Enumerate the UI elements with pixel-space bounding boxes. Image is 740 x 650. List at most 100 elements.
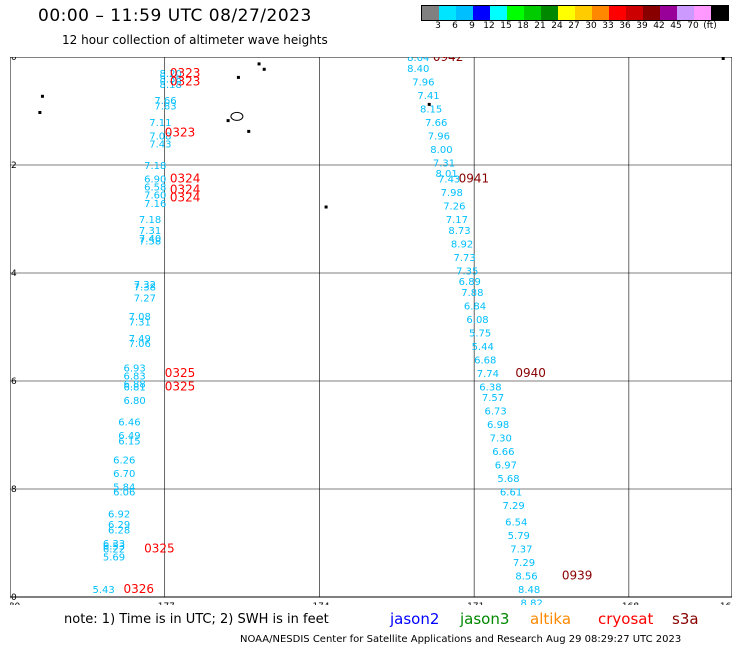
pass-time-label: 0324 xyxy=(170,172,201,186)
island-outline xyxy=(236,75,240,79)
swh-value: 7.35 xyxy=(456,266,478,277)
swh-value: 7.37 xyxy=(510,544,532,555)
color-scale-tick: 6 xyxy=(452,21,458,31)
swh-value: 6.83 xyxy=(123,372,145,383)
swh-value: 6.53 xyxy=(103,542,125,553)
color-scale-tick: 30 xyxy=(585,21,597,31)
lat-tick-label: -26 xyxy=(10,377,17,387)
pass-time-label: 0323 xyxy=(170,66,201,80)
swh-value: 7.83 xyxy=(154,102,176,113)
swh-value: 6.84 xyxy=(464,301,486,312)
swh-value: 7.58 xyxy=(139,237,161,248)
satellite-legend-item: altika xyxy=(530,610,572,628)
pass-time-label: 0325 xyxy=(165,379,196,393)
pass-time-label: 0942 xyxy=(433,57,464,64)
swh-value: 7.43 xyxy=(149,139,171,150)
color-scale-tick: 33 xyxy=(602,21,614,31)
swh-value: 7.38 xyxy=(134,283,156,294)
color-swatch xyxy=(490,6,507,20)
swh-value: 7.60 xyxy=(144,191,166,202)
swh-value: 6.06 xyxy=(113,488,135,499)
swh-value: 7.29 xyxy=(513,558,535,569)
color-scale-labels: 3 6 9 12 15 18 21 24 27 30 33 36 39 42 45 70 (ft) xyxy=(421,21,736,33)
swh-value: 6.49 xyxy=(118,431,140,442)
color-swatch xyxy=(609,6,626,20)
pass-time-label: 0324 xyxy=(170,182,201,196)
swh-value: 7.17 xyxy=(446,215,468,226)
swh-value: 7.08 xyxy=(149,131,171,142)
color-scale-tick: 15 xyxy=(500,21,512,31)
lon-tick-label: -177 xyxy=(154,602,174,605)
color-scale-tick: 39 xyxy=(636,21,648,31)
swh-value: 6.46 xyxy=(118,418,140,429)
pass-time-label: 0941 xyxy=(459,172,490,186)
swh-value: 8.18 xyxy=(160,80,182,91)
swh-value: 7.96 xyxy=(412,77,434,88)
color-scale-tick: 42 xyxy=(653,21,665,31)
swh-value: 6.80 xyxy=(123,396,145,407)
footer-credit: NOAA/NESDIS Center for Satellite Applica… xyxy=(240,634,682,645)
island-outline xyxy=(230,111,244,121)
island-outline xyxy=(427,102,431,106)
swh-value: 6.33 xyxy=(103,539,125,550)
island-outline xyxy=(324,205,328,209)
color-swatch xyxy=(456,6,473,20)
swh-value: 5.44 xyxy=(472,342,494,353)
pass-time-label: 0940 xyxy=(515,366,546,380)
color-swatch xyxy=(541,6,558,20)
swh-value: 7.11 xyxy=(149,118,171,129)
color-scale-tick: 21 xyxy=(534,21,546,31)
swh-value: 7.43 xyxy=(438,175,460,186)
swh-value: 7.98 xyxy=(441,188,463,199)
swh-value: 6.68 xyxy=(474,355,496,366)
swh-value: 7.32 xyxy=(134,280,156,291)
color-swatch xyxy=(677,6,694,20)
island-outline xyxy=(247,129,251,133)
pass-time-label: 0325 xyxy=(165,366,196,380)
swh-value: 6.58 xyxy=(144,183,166,194)
swh-value: 6.38 xyxy=(479,382,501,393)
swh-value: 7.31 xyxy=(433,158,455,169)
island-outline xyxy=(40,94,44,98)
lon-tick-label: -174 xyxy=(309,602,330,605)
swh-value: 7.74 xyxy=(477,369,499,380)
color-scale-tick: 45 xyxy=(670,21,682,31)
swh-value: 6.61 xyxy=(500,488,522,499)
swh-value: 6.98 xyxy=(487,420,509,431)
color-scale-bar xyxy=(421,5,729,21)
map-frame xyxy=(10,57,732,598)
color-scale-tick: 3 xyxy=(435,21,441,31)
color-swatch xyxy=(473,6,490,20)
pass-time-label: 0323 xyxy=(165,126,196,140)
color-swatch xyxy=(439,6,456,20)
swh-value: 7.49 xyxy=(129,334,151,345)
swh-value: 5.79 xyxy=(508,531,530,542)
lat-tick-label: -30 xyxy=(10,593,17,603)
color-swatch xyxy=(643,6,660,20)
swh-value: 7.18 xyxy=(139,215,161,226)
swh-value: 6.97 xyxy=(495,461,517,472)
swh-value: 7.27 xyxy=(134,293,156,304)
color-swatch xyxy=(660,6,677,20)
pass-time-label: 0325 xyxy=(144,541,175,555)
swh-value: 7.30 xyxy=(490,434,512,445)
color-scale-tick: (ft) xyxy=(703,21,717,31)
swh-value: 8.92 xyxy=(451,239,473,250)
color-swatch xyxy=(524,6,541,20)
swh-value: 6.93 xyxy=(123,364,145,375)
lon-tick-label: -168 xyxy=(619,602,640,605)
swh-value: 6.70 xyxy=(113,469,135,480)
color-scale-tick: 9 xyxy=(469,21,475,31)
pass-time-label: 0939 xyxy=(562,568,593,582)
color-swatch xyxy=(507,6,524,20)
swh-value: 5.68 xyxy=(497,474,519,485)
lat-tick-label: -20 xyxy=(10,57,17,63)
swh-value: 8.48 xyxy=(518,585,540,596)
island-outline xyxy=(257,62,261,66)
lat-tick-label: -22 xyxy=(10,161,17,171)
lon-tick-label: -171 xyxy=(464,602,484,605)
footer-note: note: 1) Time is in UTC; 2) SWH is in fe… xyxy=(64,612,329,627)
island-outline xyxy=(226,119,230,123)
satellite-legend-item: cryosat xyxy=(598,610,654,628)
swh-value: 8.00 xyxy=(430,145,452,156)
